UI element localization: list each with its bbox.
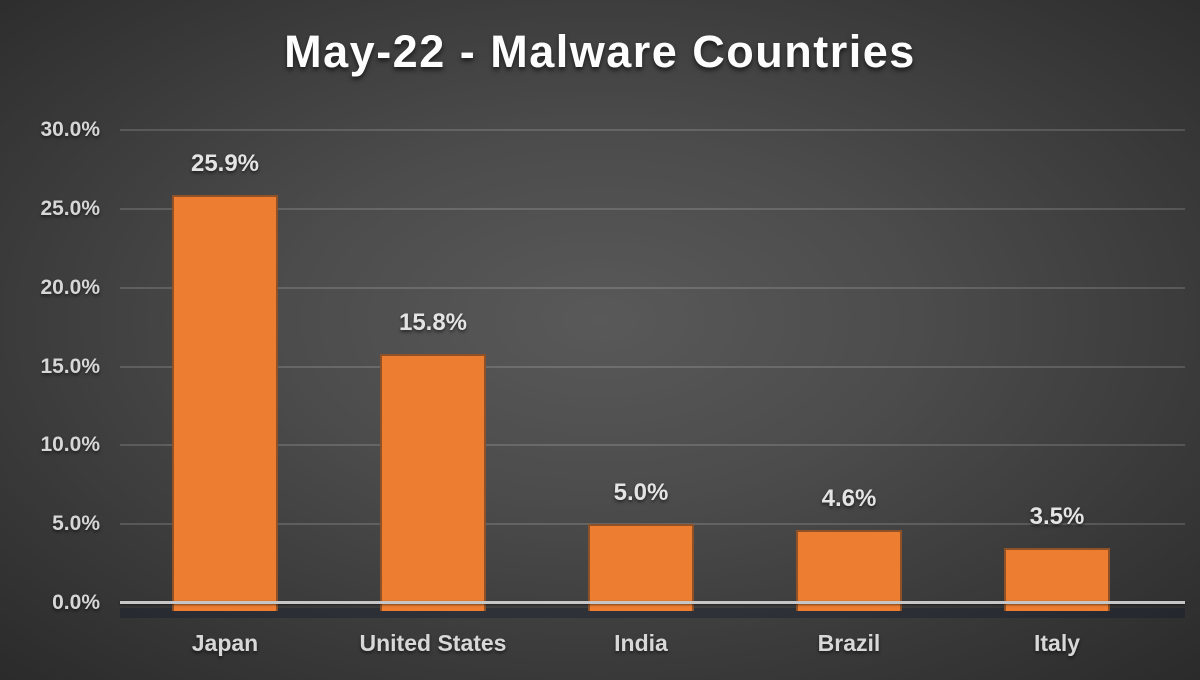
y-axis-tick-label: 25.0% [40,196,100,220]
gridline [120,286,1185,289]
bar-united-states [380,353,486,611]
gridline [120,207,1185,210]
chart-title: May-22 - Malware Countries [284,26,916,77]
gridline [120,365,1185,368]
x-axis-category-label: Japan [191,630,259,656]
bar-india [588,524,694,611]
y-axis-tick-label: 20.0% [40,275,100,299]
gridline [120,444,1185,447]
bar-value-label: 4.6% [821,485,877,513]
y-axis-tick-label: 15.0% [40,354,100,378]
y-axis-tick-label: 0.0% [52,591,100,614]
y-axis-tick-label: 30.0% [40,118,100,141]
bar-brazil [796,530,902,611]
y-axis-tick-label: 5.0% [52,512,100,536]
bar-value-label: 5.0% [613,479,669,507]
x-axis-category-label: Italy [1033,630,1081,656]
bar-value-label: 15.8% [398,308,468,336]
x-axis-shadow [120,608,1185,618]
bar-japan [172,194,278,611]
x-axis-category-label: United States [359,630,507,656]
y-axis-tick-label: 10.0% [40,433,100,457]
gridline [120,129,1185,131]
x-axis-category-label: India [614,630,668,656]
x-axis-line [120,601,1185,604]
bar-italy [1004,547,1110,611]
bar-value-label: 3.5% [1029,502,1085,530]
bar-value-label: 25.9% [190,149,260,177]
x-axis-category-label: Brazil [817,630,881,656]
